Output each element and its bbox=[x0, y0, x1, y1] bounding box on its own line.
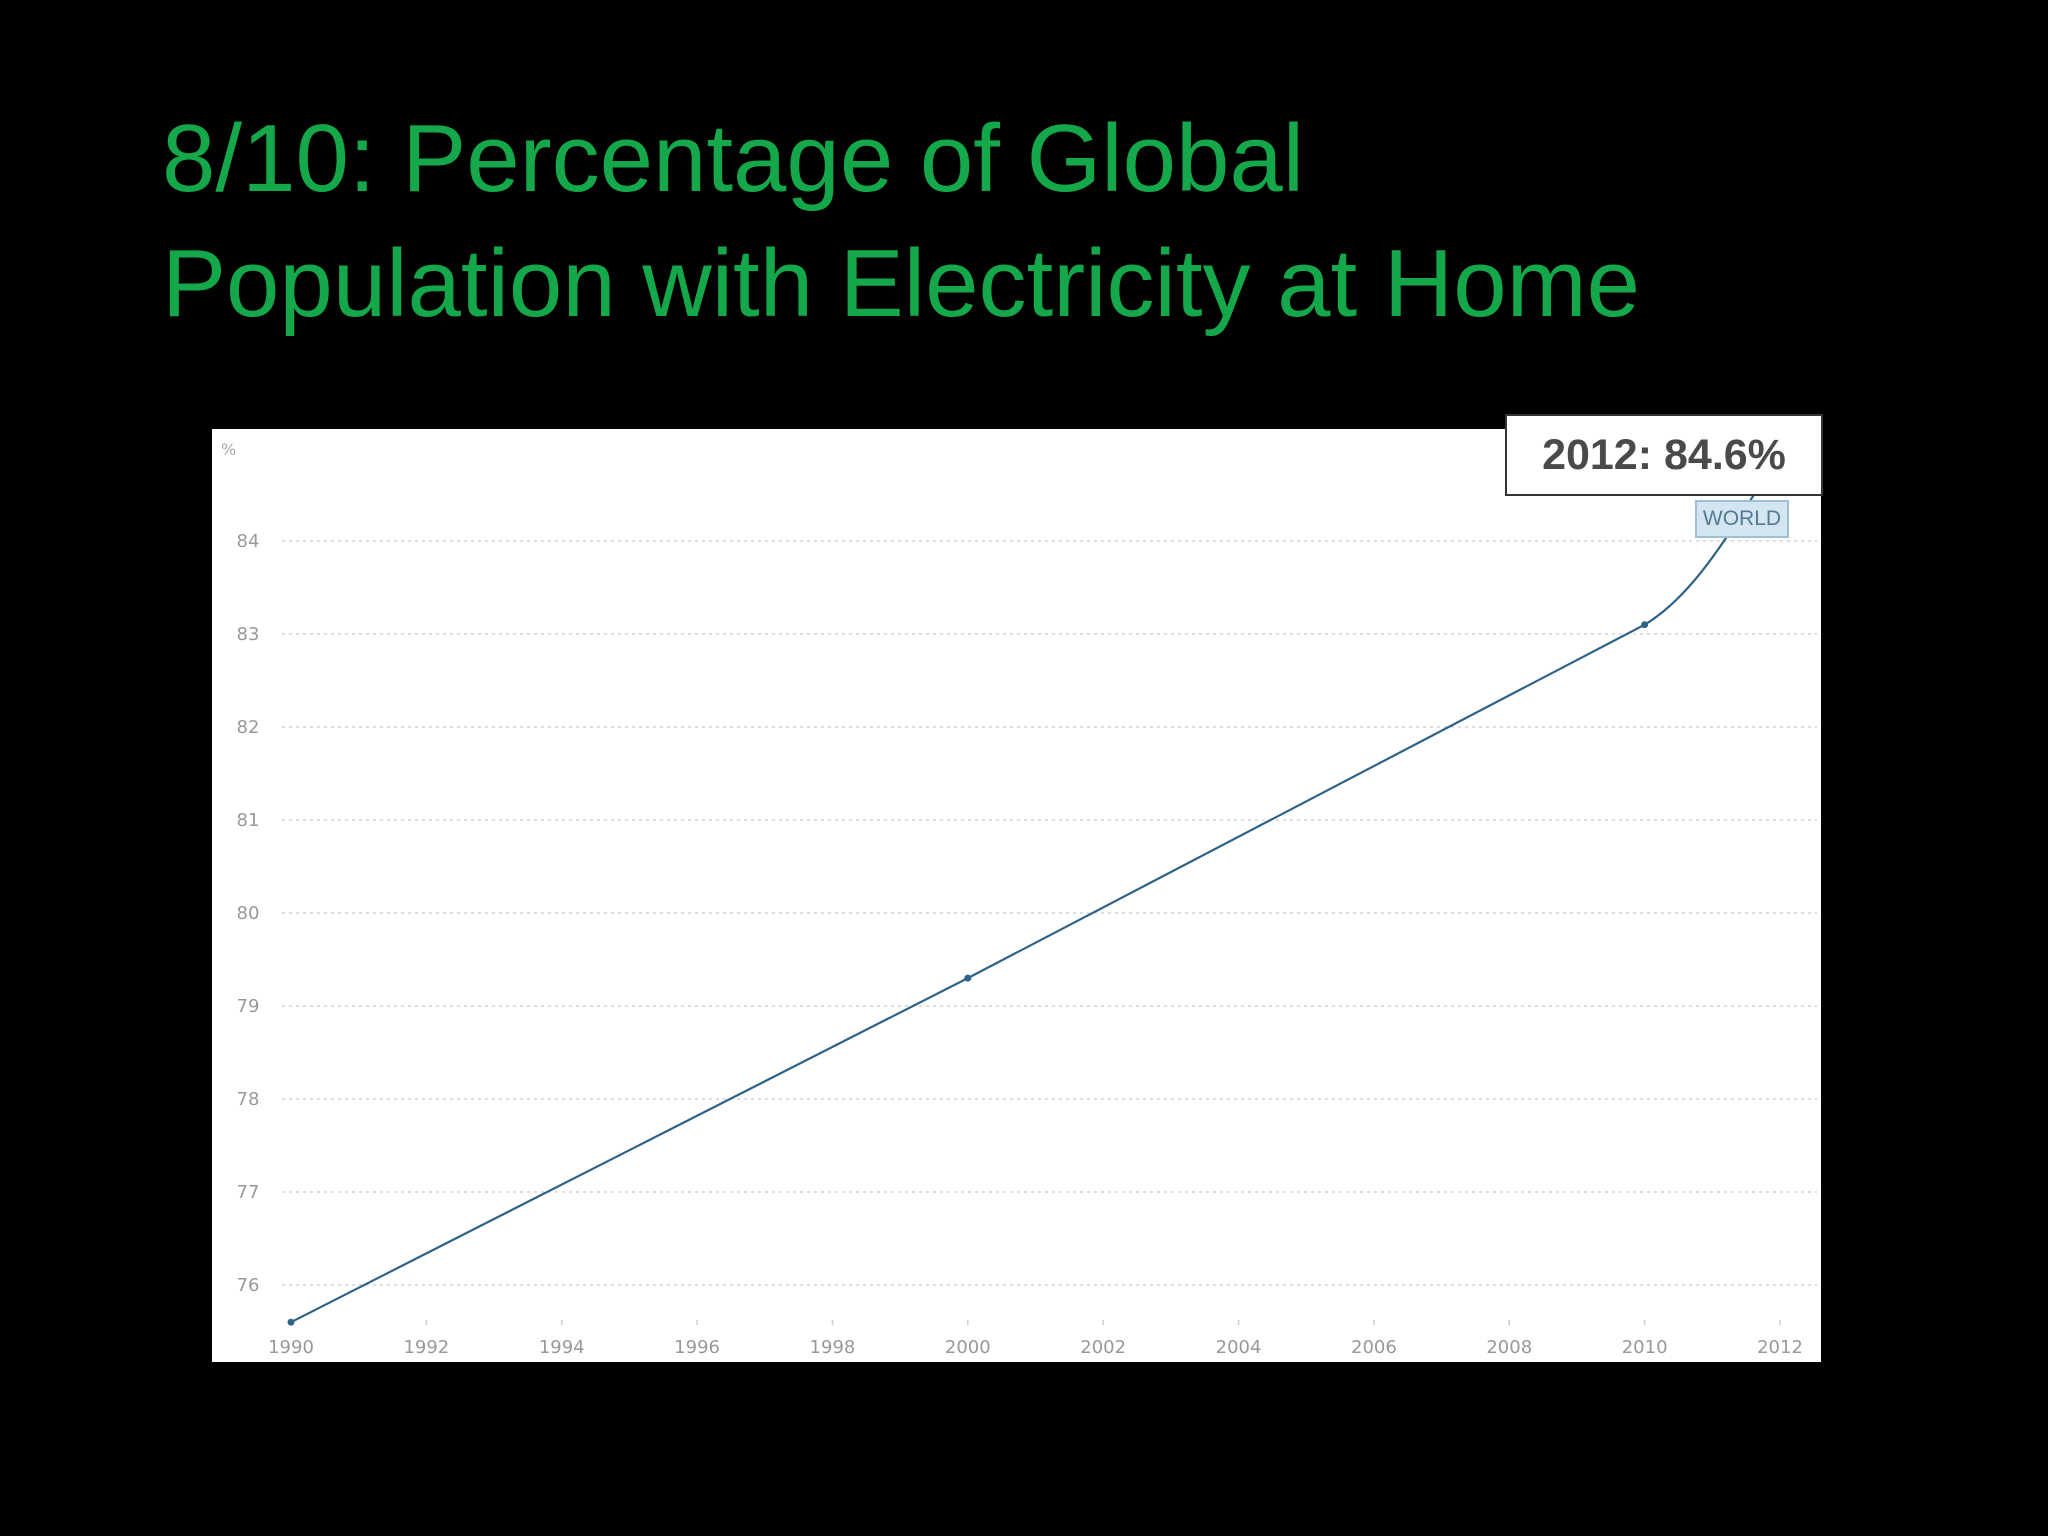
data-point-2000 bbox=[964, 974, 972, 982]
y-tick-label-80: 80 bbox=[237, 903, 260, 924]
y-tick-label-79: 79 bbox=[237, 996, 260, 1017]
line-chart: % 76 77 78 79 80 81 82 83 84 1990 1992 1994 1996 1998 2… bbox=[221, 440, 1817, 1358]
x-tick-label-2002: 2002 bbox=[1080, 1337, 1126, 1358]
x-tick-label-2004: 2004 bbox=[1216, 1337, 1262, 1358]
series-label-text: WORLD bbox=[1702, 507, 1782, 530]
series-label-badge[interactable]: WORLD bbox=[1695, 500, 1789, 538]
y-tick-label-82: 82 bbox=[237, 717, 260, 738]
slide-title-line-2: Population with Electricity at Home bbox=[162, 230, 1640, 337]
x-tick-label-2000: 2000 bbox=[945, 1337, 991, 1358]
y-tick-label-83: 83 bbox=[237, 624, 260, 645]
x-tick-label-1994: 1994 bbox=[539, 1337, 585, 1358]
x-tick-label-2006: 2006 bbox=[1351, 1337, 1397, 1358]
y-axis-unit-label: % bbox=[221, 440, 236, 459]
slide-title-line-1: 8/10: Percentage of Global bbox=[162, 105, 1305, 212]
x-tick-label-2008: 2008 bbox=[1486, 1337, 1532, 1358]
series-line-0 bbox=[290, 474, 1782, 1324]
value-callout: 2012: 84.6% bbox=[1505, 414, 1823, 496]
data-point-1990 bbox=[287, 1318, 295, 1326]
data-point-2010 bbox=[1641, 621, 1649, 629]
x-tick-label-2012: 2012 bbox=[1757, 1337, 1803, 1358]
y-tick-label-77: 77 bbox=[237, 1182, 260, 1203]
y-tick-label-84: 84 bbox=[237, 531, 260, 552]
y-tick-label-81: 81 bbox=[237, 810, 260, 831]
chart-panel: % 76 77 78 79 80 81 82 83 84 1990 1992 1994 1996 1998 2… bbox=[212, 429, 1821, 1362]
slide-title: 8/10: Percentage of Global Population wi… bbox=[162, 96, 1962, 346]
x-tick-label-1996: 1996 bbox=[674, 1337, 720, 1358]
x-tick-label-1992: 1992 bbox=[403, 1337, 449, 1358]
x-tick-label-1990: 1990 bbox=[268, 1337, 314, 1358]
y-tick-label-78: 78 bbox=[237, 1089, 260, 1110]
y-tick-label-76: 76 bbox=[237, 1275, 260, 1296]
x-tick-label-1998: 1998 bbox=[810, 1337, 856, 1358]
value-callout-text: 2012: 84.6% bbox=[1542, 430, 1786, 479]
x-tick-label-2010: 2010 bbox=[1622, 1337, 1668, 1358]
